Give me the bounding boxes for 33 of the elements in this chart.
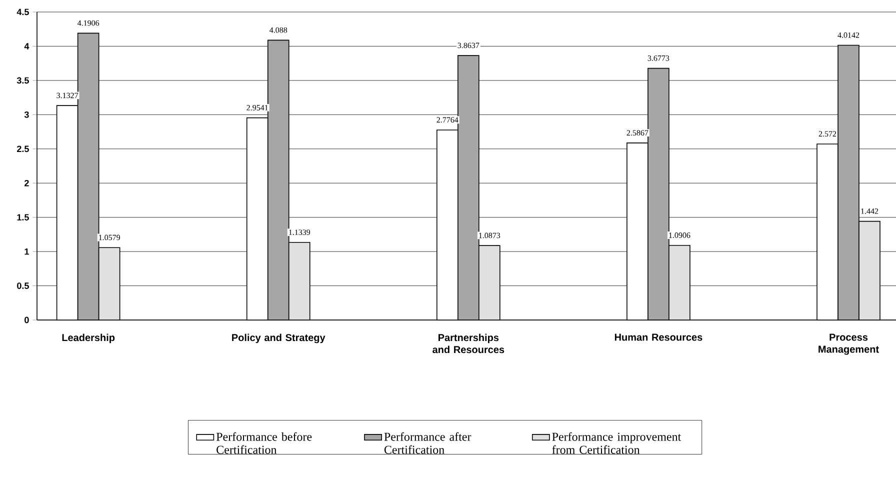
- y-tick-label: 4.5: [16, 8, 29, 16]
- data-label: 4.0142: [838, 32, 860, 38]
- data-label: 1.1339: [289, 230, 310, 235]
- y-tick-label: 0.5: [17, 282, 29, 289]
- legend-label: Performance after Certification: [384, 432, 472, 454]
- data-label: 2.7764: [436, 117, 458, 123]
- y-tick-label: 0: [24, 316, 29, 324]
- data-label: 1.0906: [669, 232, 690, 238]
- y-tick-label: 3: [24, 111, 29, 118]
- data-label: 1.0873: [479, 232, 500, 238]
- legend-label: Performance improvement from Certification: [552, 432, 682, 454]
- y-tick-label: 3.5: [16, 77, 29, 84]
- x-tick-label: Leadership: [62, 334, 115, 344]
- y-tick-label: 4: [24, 43, 30, 50]
- data-label: 3.6773: [648, 56, 670, 61]
- y-tick-label: 2: [24, 180, 29, 186]
- data-label: 3.1327: [56, 92, 78, 98]
- data-label: 1.442: [861, 208, 878, 214]
- y-tick-label: 2.5: [17, 146, 29, 152]
- data-label: 3.8637: [458, 42, 480, 48]
- data-label: 2.572: [818, 131, 836, 137]
- y-tick-label: 1.5: [17, 214, 29, 220]
- x-tick-label: Process Management: [818, 334, 879, 355]
- x-tick-label: Partnerships and Resources: [432, 334, 504, 354]
- x-tick-label: Human Resources: [614, 334, 702, 341]
- data-label: 4.1906: [77, 20, 100, 26]
- data-label: 2.5867: [626, 130, 648, 136]
- data-label: 1.0579: [99, 234, 120, 240]
- y-tick-label: 1: [24, 248, 29, 255]
- data-label: 2.9541: [246, 104, 268, 110]
- legend-label: Performance before Certification: [216, 432, 312, 454]
- data-label: 4.088: [270, 27, 288, 33]
- x-tick-label: Policy and Strategy: [232, 334, 326, 344]
